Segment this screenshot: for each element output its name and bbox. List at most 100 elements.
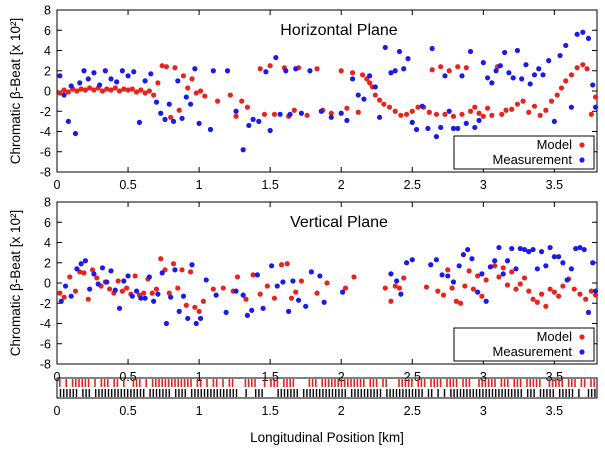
measurement-point xyxy=(590,260,596,266)
lattice-dipole xyxy=(417,379,419,387)
lattice-quadrupole xyxy=(191,389,193,397)
lattice-quadrupole xyxy=(491,389,494,397)
lattice-dipole xyxy=(407,379,410,387)
lattice-dipole xyxy=(337,379,339,387)
lattice-quadrupole xyxy=(501,389,503,397)
lattice-quadrupole xyxy=(431,389,433,397)
model-point xyxy=(517,281,523,287)
lattice-dipole xyxy=(311,379,314,387)
measurement-point xyxy=(401,66,407,72)
lattice-quadrupole xyxy=(261,389,263,397)
lattice-quadrupole xyxy=(370,389,372,397)
measurement-point xyxy=(361,96,367,102)
lattice-quadrupole xyxy=(197,389,199,397)
x-tick-label: 3.5 xyxy=(546,178,563,192)
model-point xyxy=(398,112,404,118)
lattice-quadrupole xyxy=(411,389,414,397)
measurement-point xyxy=(476,117,482,123)
lattice-dipole xyxy=(215,379,218,387)
model-point xyxy=(583,296,589,302)
lattice-dipole xyxy=(84,379,87,387)
model-point xyxy=(513,286,519,292)
lattice-dipole xyxy=(382,379,384,387)
y-tick-label: -2 xyxy=(40,105,51,119)
lattice-dipole xyxy=(526,379,528,387)
model-point xyxy=(429,67,435,73)
lattice-quadrupole xyxy=(210,389,212,397)
lattice-quadrupole xyxy=(149,389,151,397)
lattice-dipole xyxy=(100,379,103,387)
model-point xyxy=(243,296,249,302)
lattice-quadrupole xyxy=(104,389,106,397)
measurement-point xyxy=(77,80,83,86)
measurement-point xyxy=(394,278,400,284)
model-point xyxy=(496,274,502,280)
measurement-point xyxy=(519,76,525,82)
x-tick-label: 3.5 xyxy=(546,370,563,384)
lattice-quadrupole xyxy=(88,389,90,397)
lattice-dipole xyxy=(558,379,560,387)
measurement-point xyxy=(283,68,289,74)
model-point xyxy=(187,269,194,275)
legend-label-measurement: Measurement xyxy=(493,152,573,167)
y-tick-label: 2 xyxy=(44,256,51,270)
model-point xyxy=(78,86,84,92)
measurement-point xyxy=(65,118,71,124)
measurement-point xyxy=(176,308,182,314)
measurement-point xyxy=(513,266,519,272)
lattice-quadrupole xyxy=(107,389,110,397)
lattice-quadrupole xyxy=(283,389,286,397)
measurement-point xyxy=(504,258,511,264)
lattice-dipole xyxy=(71,379,74,387)
measurement-point xyxy=(233,108,239,114)
panel-horizontal-plane: -8 -6 -4 -2 0 2 4 6 8 0 0.5 1 1.5 2 2.5 3 3.5 Horizonta… xyxy=(8,4,599,192)
model-point xyxy=(142,90,148,96)
y-tick-label: -6 xyxy=(40,145,51,159)
lattice-quadrupole xyxy=(258,389,260,397)
measurement-point xyxy=(433,133,440,140)
y-tick-label: 2 xyxy=(44,64,51,78)
lattice-dipole xyxy=(135,379,138,387)
lattice-quadrupole xyxy=(219,389,222,397)
lattice-dipole xyxy=(180,379,183,387)
model-point xyxy=(530,296,536,302)
lattice-quadrupole xyxy=(75,389,78,397)
lattice-dipole xyxy=(359,379,362,387)
lattice-quadrupole xyxy=(533,389,535,397)
model-point xyxy=(271,111,278,117)
measurement-point xyxy=(290,278,296,284)
lattice-quadrupole xyxy=(507,389,510,397)
x-ticks-bottom: 0 0.5 1 1.5 2 2.5 3 3.5 xyxy=(54,404,564,418)
model-point xyxy=(386,104,393,110)
lattice-dipole xyxy=(375,379,378,387)
measurement-point xyxy=(119,68,125,74)
measurement-point xyxy=(97,82,103,88)
measurement-point xyxy=(175,78,181,84)
measurement-point xyxy=(240,292,246,298)
lattice-dipole xyxy=(289,379,291,387)
lattice-quadrupole xyxy=(578,389,580,397)
measurement-point xyxy=(102,68,108,74)
x-tick-label: 2 xyxy=(338,370,345,384)
model-point xyxy=(185,85,191,91)
lattice-dipole xyxy=(263,379,266,387)
lattice-dipole xyxy=(308,379,311,387)
measurement-point xyxy=(469,256,475,262)
lattice-dipole xyxy=(580,379,583,387)
measurement-point xyxy=(293,66,299,72)
model-point xyxy=(455,64,461,70)
model-point xyxy=(104,86,110,92)
model-point xyxy=(349,70,356,76)
lattice-dipole xyxy=(78,379,80,387)
y-ticks-vertical: -8 -6 -4 -2 0 2 4 6 8 xyxy=(40,196,597,372)
lattice-dipole xyxy=(145,379,147,387)
lattice-quadrupole xyxy=(427,389,430,397)
model-point xyxy=(192,304,198,310)
model-point xyxy=(168,114,174,120)
lattice-dipole xyxy=(171,379,173,387)
measurement-point xyxy=(168,294,174,300)
measurement-point xyxy=(142,295,148,301)
model-point xyxy=(91,87,97,93)
measurement-point xyxy=(442,73,448,79)
lattice-dipole xyxy=(324,379,327,387)
